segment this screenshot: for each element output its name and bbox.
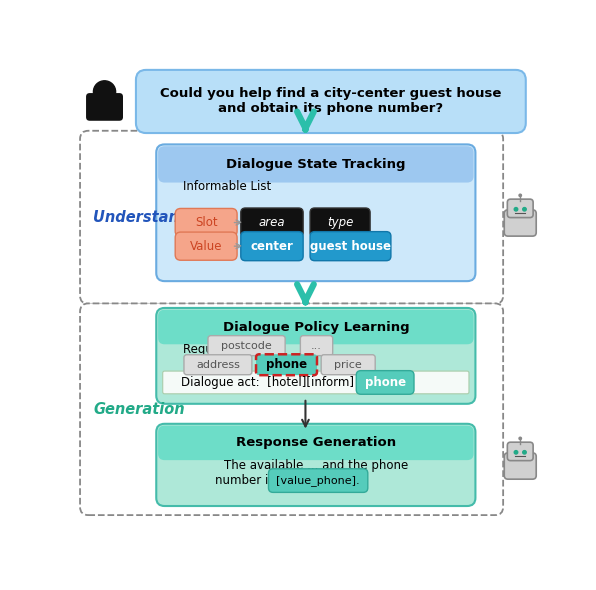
- Text: Dialogue State Tracking: Dialogue State Tracking: [226, 158, 406, 171]
- Circle shape: [94, 81, 116, 103]
- Text: Could you help find a city-center guest house
and obtain its phone number?: Could you help find a city-center guest …: [160, 87, 502, 116]
- FancyBboxPatch shape: [156, 424, 476, 506]
- Text: type: type: [327, 216, 353, 229]
- FancyBboxPatch shape: [80, 131, 503, 304]
- Text: Dialogue Policy Learning: Dialogue Policy Learning: [222, 320, 409, 333]
- Text: [value_phone].: [value_phone].: [277, 475, 360, 486]
- Circle shape: [514, 208, 518, 211]
- Text: postcode: postcode: [221, 340, 272, 350]
- FancyBboxPatch shape: [158, 425, 474, 460]
- Text: Slot: Slot: [195, 216, 218, 229]
- Text: phone: phone: [365, 376, 406, 389]
- FancyBboxPatch shape: [80, 303, 503, 515]
- Text: Generation: Generation: [93, 402, 185, 417]
- Text: center: center: [250, 240, 293, 253]
- Text: Dialogue act:  [hotel][inform]: Dialogue act: [hotel][inform]: [181, 376, 354, 389]
- FancyBboxPatch shape: [156, 308, 476, 404]
- Text: Informable List: Informable List: [183, 180, 271, 193]
- FancyBboxPatch shape: [507, 442, 533, 461]
- Text: Understanding: Understanding: [93, 210, 215, 225]
- FancyBboxPatch shape: [300, 336, 333, 356]
- Circle shape: [514, 451, 518, 454]
- Text: Value: Value: [190, 240, 222, 253]
- Text: address: address: [196, 360, 240, 370]
- FancyBboxPatch shape: [321, 355, 375, 375]
- FancyBboxPatch shape: [356, 371, 414, 394]
- Text: The available ... and the phone: The available ... and the phone: [224, 458, 408, 471]
- FancyBboxPatch shape: [256, 354, 317, 375]
- FancyBboxPatch shape: [507, 199, 533, 218]
- FancyBboxPatch shape: [241, 208, 303, 237]
- Text: ...: ...: [311, 340, 322, 350]
- Text: phone: phone: [266, 358, 307, 371]
- Text: guest house: guest house: [310, 240, 391, 253]
- Text: Response Generation: Response Generation: [236, 437, 396, 450]
- FancyBboxPatch shape: [158, 146, 474, 182]
- FancyBboxPatch shape: [184, 355, 252, 375]
- FancyBboxPatch shape: [504, 210, 536, 236]
- FancyBboxPatch shape: [158, 310, 474, 345]
- Circle shape: [523, 451, 526, 454]
- FancyBboxPatch shape: [156, 145, 476, 281]
- FancyBboxPatch shape: [163, 371, 469, 394]
- FancyBboxPatch shape: [86, 93, 123, 121]
- FancyBboxPatch shape: [136, 70, 526, 133]
- Text: number is: number is: [215, 474, 275, 487]
- Circle shape: [519, 437, 522, 440]
- Circle shape: [519, 194, 522, 196]
- FancyBboxPatch shape: [208, 336, 285, 356]
- Circle shape: [523, 208, 526, 211]
- FancyBboxPatch shape: [175, 208, 237, 237]
- FancyBboxPatch shape: [268, 469, 368, 493]
- Text: Requestable List: Requestable List: [183, 343, 281, 356]
- FancyBboxPatch shape: [175, 232, 237, 260]
- FancyBboxPatch shape: [241, 232, 303, 261]
- FancyBboxPatch shape: [310, 208, 370, 237]
- Text: price: price: [334, 360, 362, 370]
- Text: area: area: [259, 216, 285, 229]
- FancyBboxPatch shape: [310, 232, 391, 261]
- FancyBboxPatch shape: [504, 453, 536, 479]
